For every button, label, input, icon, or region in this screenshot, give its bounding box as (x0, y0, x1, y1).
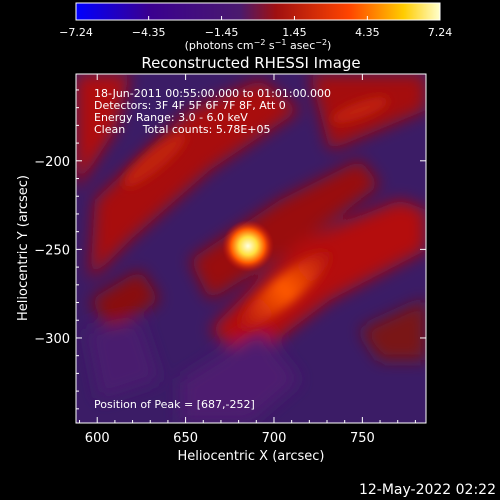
x-tick-label: 650 (173, 431, 198, 446)
colorbar-tick-label: −1.45 (205, 26, 239, 39)
colorbar-tick-label: 4.35 (355, 26, 380, 39)
heatmap-image (76, 74, 426, 423)
x-axis-label: Heliocentric X (arcsec) (178, 449, 325, 464)
annotation-block: 18-Jun-2011 00:55:00.000 to 01:01:00.000… (94, 87, 331, 136)
y-tick-label: −300 (34, 332, 70, 347)
x-tick-label: 700 (262, 431, 287, 446)
x-tick-label: 750 (350, 431, 375, 446)
footer-date: 12-May-2022 02:22 (359, 482, 496, 498)
y-axis-ticks: −200 −250 −300 (34, 89, 426, 410)
colorbar-ticks: −7.24 −4.35 −1.45 1.45 4.35 7.24 (59, 16, 452, 39)
peak-position-label: Position of Peak = [687,-252] (94, 398, 255, 411)
annotation-clean: Clean Total counts: 5.78E+05 (94, 123, 271, 136)
colorbar-tick-label: −4.35 (132, 26, 166, 39)
colorbar-tick-label: 7.24 (428, 26, 453, 39)
y-axis-label: Heliocentric Y (arcsec) (16, 175, 31, 321)
colorbar-tick-label: −7.24 (59, 26, 93, 39)
y-tick-label: −200 (34, 155, 70, 170)
x-axis-ticks: 600 650 700 750 (79, 74, 416, 446)
y-tick-label: −250 (34, 243, 70, 258)
x-tick-label: 600 (85, 431, 110, 446)
peak-source (222, 220, 274, 272)
colorbar-label: (photons cm−2 s−1 asec−2) (185, 38, 332, 52)
chart-title: Reconstructed RHESSI Image (141, 54, 360, 72)
annotation-time: 18-Jun-2011 00:55:00.000 to 01:01:00.000 (94, 87, 331, 100)
plot-frame (75, 73, 427, 424)
colorbar-tick-label: 1.45 (282, 26, 307, 39)
annotation-detectors: Detectors: 3F 4F 5F 6F 7F 8F, Att 0 (94, 99, 286, 112)
colorbar (75, 2, 441, 21)
annotation-energy: Energy Range: 3.0 - 6.0 keV (94, 111, 248, 124)
